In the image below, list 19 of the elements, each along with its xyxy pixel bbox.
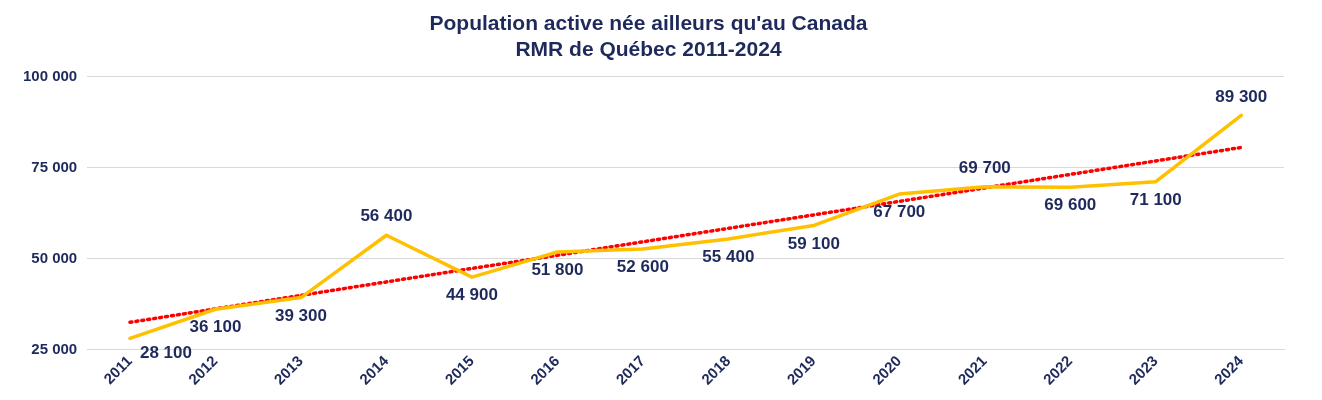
data-label: 52 600: [616, 257, 669, 277]
y-tick-label: 50 000: [31, 248, 78, 266]
data-label: 28 100: [139, 342, 192, 362]
data-label: 55 400: [702, 247, 755, 267]
data-label: 69 600: [1044, 195, 1097, 215]
data-label: 71 100: [1129, 189, 1182, 209]
y-tick-label: 100 000: [22, 66, 78, 84]
data-label: 39 300: [274, 305, 327, 325]
data-label: 56 400: [360, 206, 413, 226]
data-label: 67 700: [873, 202, 926, 222]
data-label: 44 900: [445, 285, 498, 305]
data-label: 51 800: [531, 260, 584, 280]
chart-title: Population active née ailleurs qu'au Canada RMR de Québec 2011-2024: [429, 11, 868, 60]
y-tick-label: 75 000: [31, 157, 78, 175]
y-tick-label: 25 000: [31, 339, 78, 357]
data-label: 36 100: [189, 317, 242, 337]
data-label: 89 300: [1215, 86, 1268, 106]
data-label: 59 100: [787, 233, 840, 253]
data-label: 69 700: [958, 157, 1011, 177]
